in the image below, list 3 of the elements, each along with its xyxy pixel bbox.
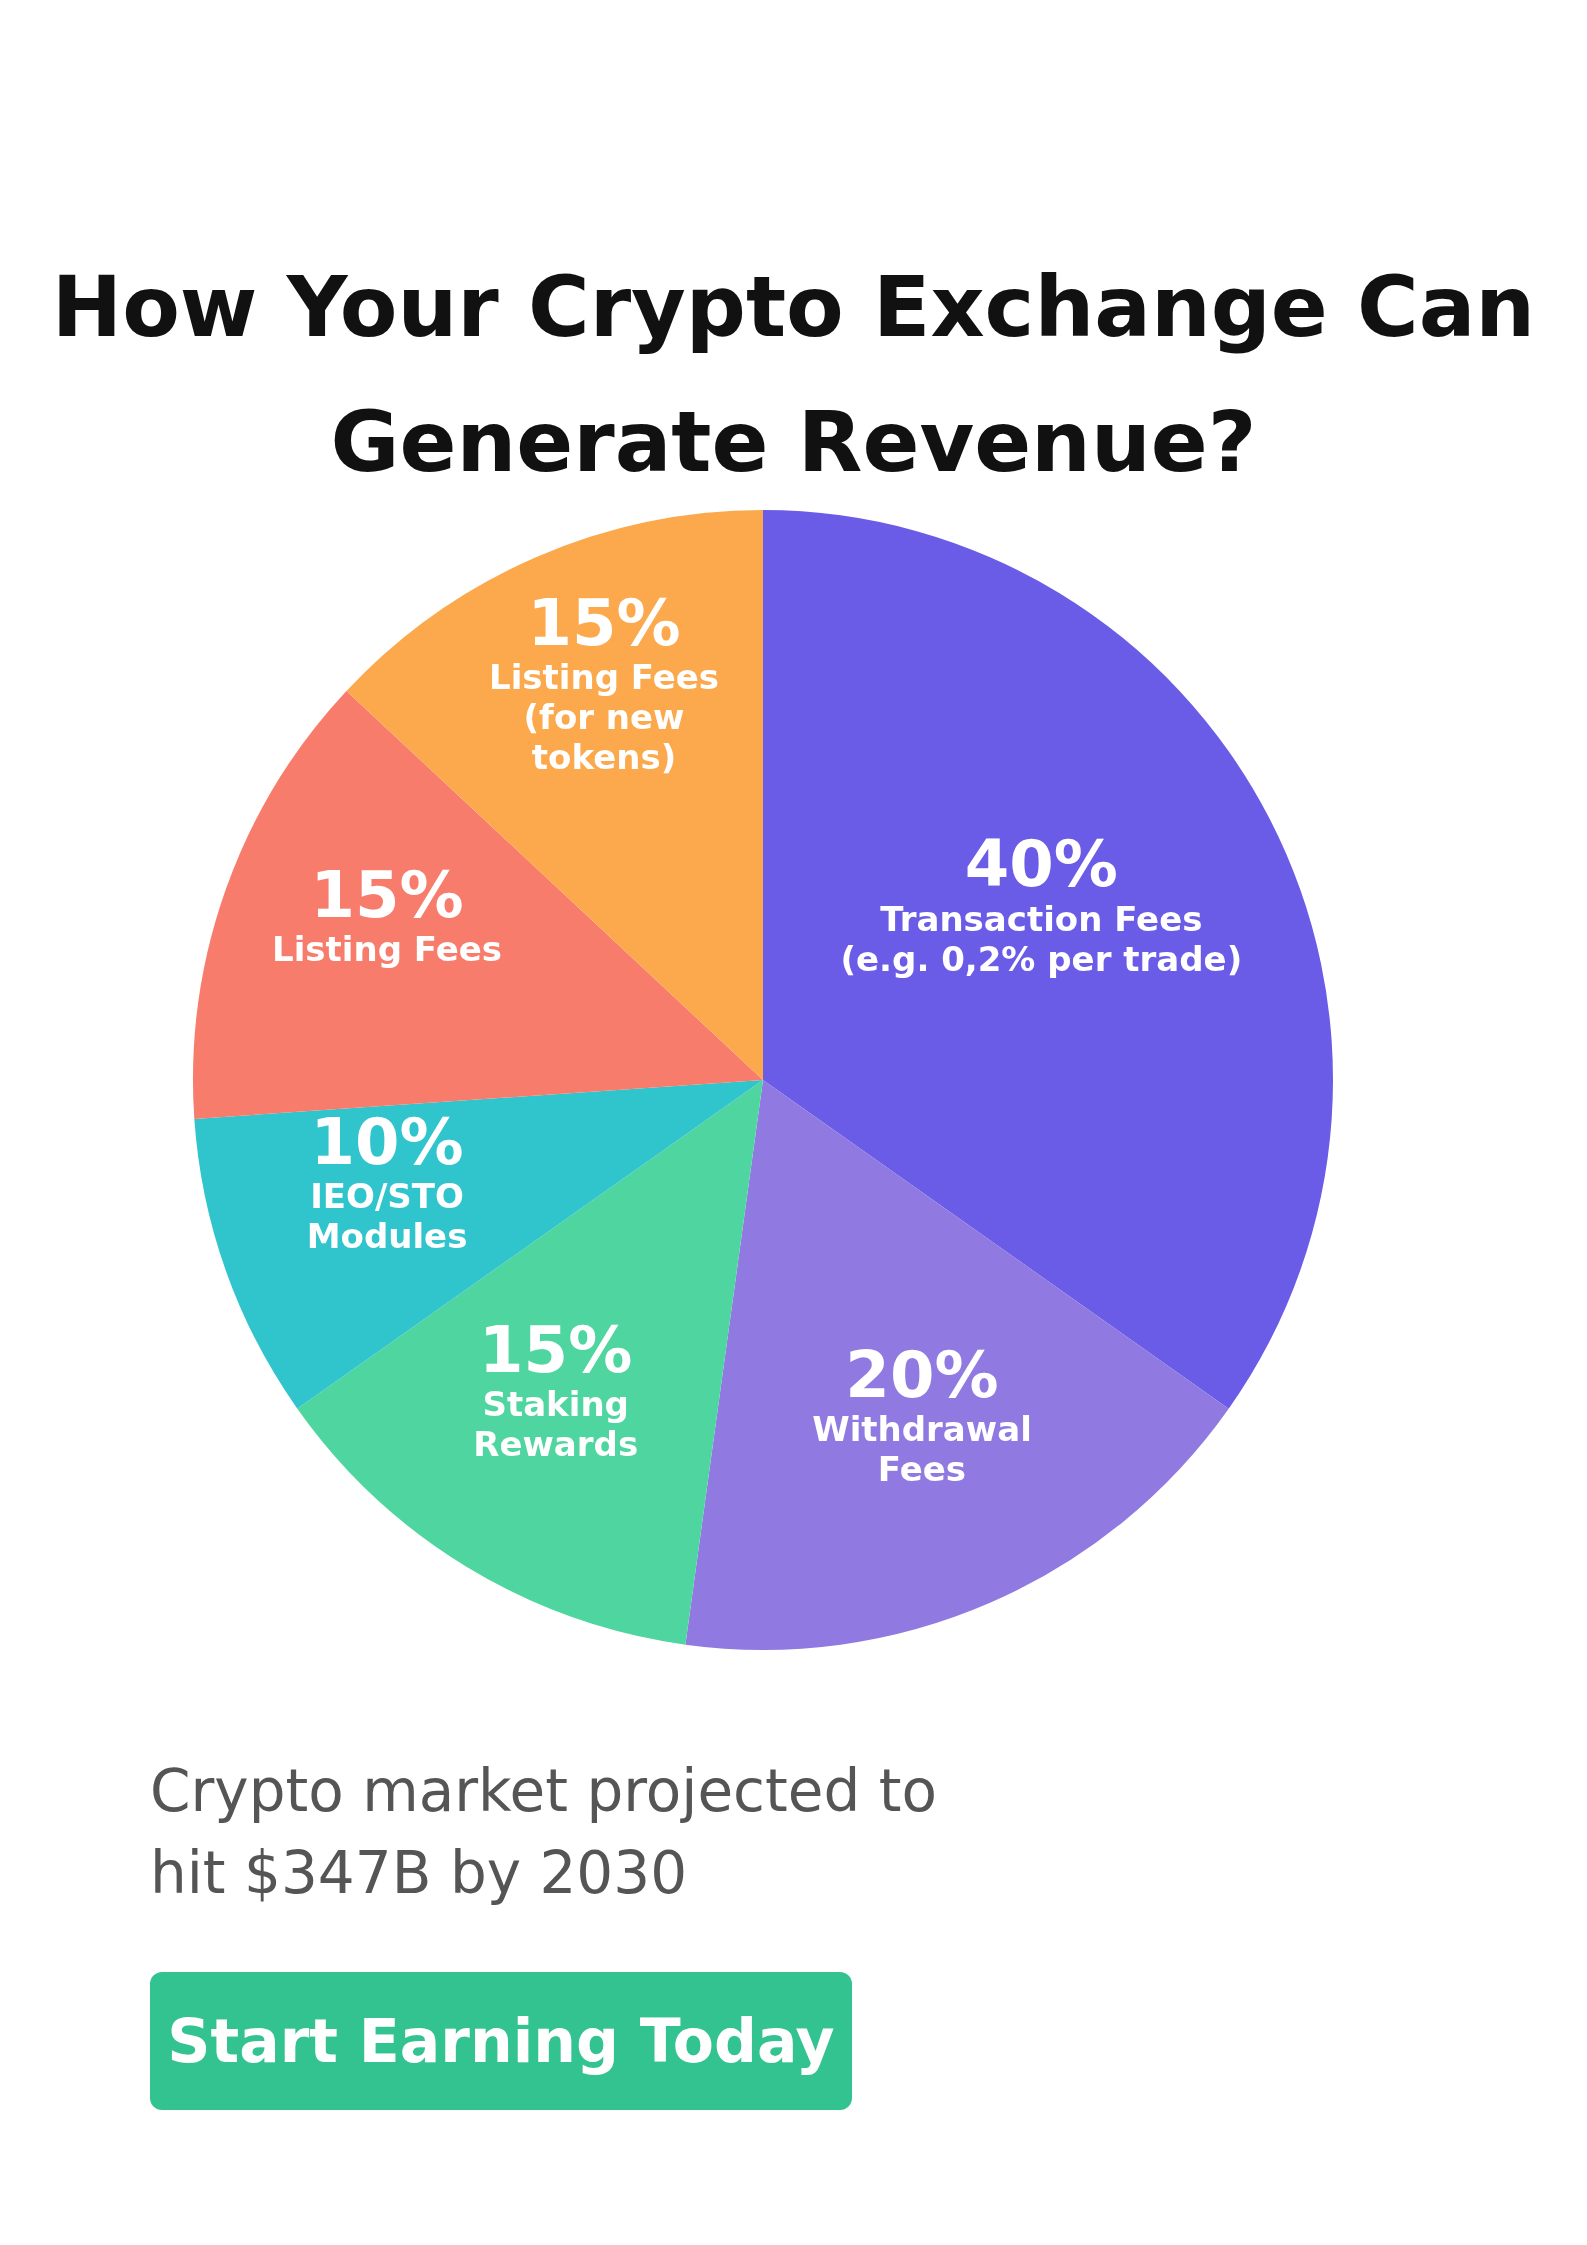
chart-title: How Your Crypto Exchange Can Generate Revenue? [50,257,1537,493]
button: Start Earning Today [150,1972,852,2110]
text: Crypto market projected to hit $347B by 2030 [150,1756,938,1909]
